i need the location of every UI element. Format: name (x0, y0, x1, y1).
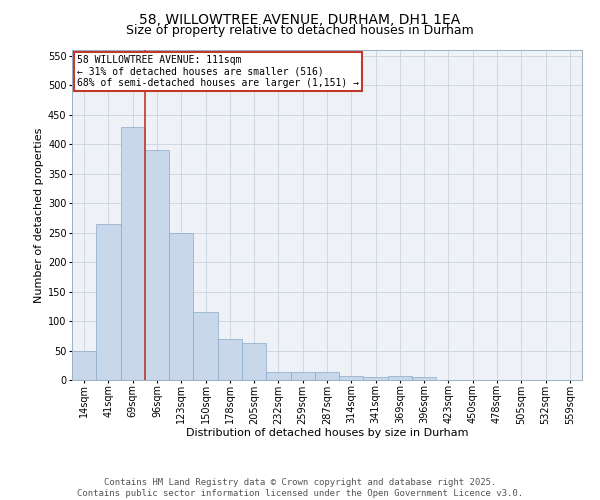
Text: Size of property relative to detached houses in Durham: Size of property relative to detached ho… (126, 24, 474, 37)
Bar (218, 339, 242, 380)
Bar (121, 126, 145, 380)
Bar (266, 372, 290, 380)
Bar (290, 372, 315, 380)
Text: Contains HM Land Registry data © Crown copyright and database right 2025.
Contai: Contains HM Land Registry data © Crown c… (77, 478, 523, 498)
Bar (364, 377, 388, 380)
Bar (169, 232, 193, 380)
X-axis label: Distribution of detached houses by size in Durham: Distribution of detached houses by size … (186, 428, 468, 438)
Y-axis label: Number of detached properties: Number of detached properties (34, 128, 44, 302)
Bar (193, 312, 218, 380)
Bar (96, 224, 121, 380)
Bar (339, 376, 364, 380)
Bar (72, 350, 96, 380)
Bar (388, 376, 412, 380)
Bar (242, 344, 266, 380)
Bar (315, 372, 339, 380)
Bar (412, 377, 436, 380)
Bar (145, 150, 169, 380)
Text: 58, WILLOWTREE AVENUE, DURHAM, DH1 1EA: 58, WILLOWTREE AVENUE, DURHAM, DH1 1EA (139, 12, 461, 26)
Text: 58 WILLOWTREE AVENUE: 111sqm
← 31% of detached houses are smaller (516)
68% of s: 58 WILLOWTREE AVENUE: 111sqm ← 31% of de… (77, 55, 359, 88)
